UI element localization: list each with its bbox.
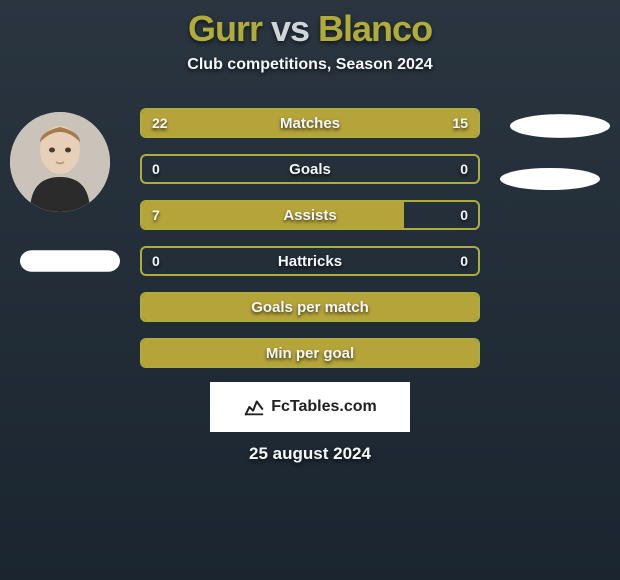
stat-row: Matches22 15 <box>140 108 480 138</box>
stat-row: Goals per match <box>140 292 480 322</box>
player-b-avatar <box>510 114 610 138</box>
stat-value-right: 0 <box>460 248 468 274</box>
player-b-name-pill <box>500 168 600 190</box>
stat-value-right: 0 <box>460 202 468 228</box>
stat-bars: Matches2215Goals00Assists70Hattricks00Go… <box>140 108 480 384</box>
player-a-name-pill <box>20 250 120 272</box>
stat-value-left: 0 <box>152 156 160 182</box>
stat-label: Goals <box>142 156 478 182</box>
chart-icon <box>243 396 265 418</box>
stat-value-right: 0 <box>460 156 468 182</box>
stat-value-left: 22 <box>152 110 168 136</box>
stat-label: Min per goal <box>142 340 478 366</box>
stat-label: Assists <box>142 202 478 228</box>
stat-row: Assists7 0 <box>140 200 480 230</box>
vs-label: vs <box>271 8 309 49</box>
stat-label: Goals per match <box>142 294 478 320</box>
stat-value-left: 0 <box>152 248 160 274</box>
stat-row: Min per goal <box>140 338 480 368</box>
player-a-name: Gurr <box>188 8 262 49</box>
stat-label: Matches <box>142 110 478 136</box>
stat-row: Goals0 0 <box>140 154 480 184</box>
avatar-placeholder-icon <box>10 112 110 212</box>
stat-value-right: 15 <box>452 110 468 136</box>
player-b-name: Blanco <box>318 8 432 49</box>
player-a-avatar <box>10 112 110 212</box>
comparison-title: Gurr vs Blanco <box>0 0 620 56</box>
stat-row: Hattricks0 0 <box>140 246 480 276</box>
stat-label: Hattricks <box>142 248 478 274</box>
stat-value-left: 7 <box>152 202 160 228</box>
branding-badge: FcTables.com <box>210 382 410 432</box>
branding-text: FcTables.com <box>271 398 377 416</box>
date-label: 25 august 2024 <box>0 444 620 464</box>
subtitle: Club competitions, Season 2024 <box>0 56 620 74</box>
